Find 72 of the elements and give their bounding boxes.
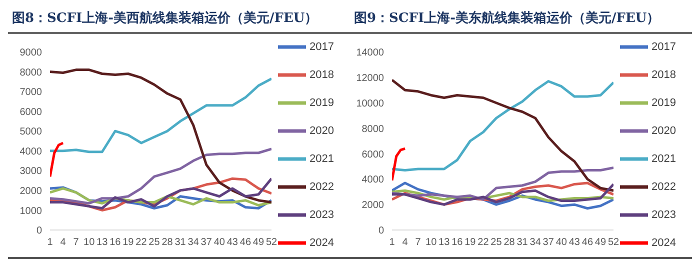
y-tick-label: 14000 xyxy=(356,48,384,59)
x-tick-label: 13 xyxy=(96,237,108,248)
y-tick-label: 12000 xyxy=(356,72,384,84)
legend-label: 2021 xyxy=(652,152,676,165)
legend-label: 2020 xyxy=(652,124,676,137)
x-tick-label: 19 xyxy=(122,237,134,248)
y-tick-label: 0 xyxy=(378,226,384,237)
x-tick-label: 34 xyxy=(188,237,200,248)
x-tick-label: 52 xyxy=(608,237,620,248)
legend-label: 2019 xyxy=(310,96,334,109)
legend-label: 2017 xyxy=(310,40,334,53)
x-tick-label: 37 xyxy=(200,237,212,248)
x-tick-label: 22 xyxy=(478,237,490,248)
legend-label: 2022 xyxy=(652,180,676,193)
x-tick-label: 19 xyxy=(464,237,476,248)
y-tick-label: 3000 xyxy=(20,166,42,178)
x-tick-label: 43 xyxy=(226,237,238,248)
y-tick-label: 2000 xyxy=(362,200,384,212)
x-tick-label: 49 xyxy=(594,237,606,248)
y-tick-label: 4000 xyxy=(20,146,42,158)
x-tick-label: 7 xyxy=(415,237,422,248)
y-tick-label: 4000 xyxy=(362,174,384,186)
x-tick-label: 46 xyxy=(582,237,594,248)
y-tick-label: 10000 xyxy=(356,98,384,110)
legend-label: 2023 xyxy=(652,208,676,221)
x-tick-label: 31 xyxy=(174,237,186,248)
x-tick-label: 40 xyxy=(214,237,226,248)
legend-label: 2018 xyxy=(310,68,334,81)
y-tick-label: 9000 xyxy=(20,48,42,59)
x-tick-label: 40 xyxy=(556,237,568,248)
legend-label: 2020 xyxy=(310,124,334,137)
x-tick-label: 25 xyxy=(148,237,160,248)
x-tick-label: 10 xyxy=(84,237,96,248)
legend-label: 2021 xyxy=(310,152,334,165)
x-tick-label: 28 xyxy=(504,237,516,248)
x-tick-label: 52 xyxy=(266,237,278,248)
legend-label: 2024 xyxy=(310,236,334,249)
y-tick-label: 8000 xyxy=(362,124,384,135)
x-tick-label: 25 xyxy=(490,237,502,248)
x-tick-label: 4 xyxy=(60,237,66,248)
x-tick-label: 43 xyxy=(568,237,580,248)
y-tick-label: 7000 xyxy=(20,87,42,98)
x-tick-label: 10 xyxy=(426,237,438,248)
x-tick-label: 49 xyxy=(252,237,264,248)
y-tick-label: 5000 xyxy=(20,126,42,138)
y-tick-label: 8000 xyxy=(20,67,42,78)
x-tick-label: 34 xyxy=(530,237,542,248)
chart-title: 图9：SCFI上海-美东航线集装箱运价（美元/FEU） xyxy=(350,8,692,34)
x-tick-label: 1 xyxy=(47,237,54,248)
legend-label: 2022 xyxy=(310,180,334,193)
y-tick-label: 0 xyxy=(36,226,42,237)
x-tick-label: 22 xyxy=(136,237,148,248)
x-tick-label: 4 xyxy=(402,237,408,248)
x-tick-label: 31 xyxy=(516,237,528,248)
x-tick-label: 37 xyxy=(542,237,554,248)
x-tick-label: 16 xyxy=(452,237,464,248)
x-tick-label: 1 xyxy=(389,237,396,248)
y-tick-label: 6000 xyxy=(20,106,42,118)
x-tick-label: 13 xyxy=(438,237,450,248)
y-tick-label: 6000 xyxy=(362,149,384,160)
legend-label: 2024 xyxy=(652,236,676,249)
x-tick-label: 7 xyxy=(73,237,80,248)
legend-label: 2023 xyxy=(310,208,334,221)
x-tick-label: 46 xyxy=(240,237,252,248)
chart-title: 图8：SCFI上海-美西航线集装箱运价（美元/FEU） xyxy=(8,8,350,34)
x-tick-label: 16 xyxy=(110,237,122,248)
y-tick-label: 1000 xyxy=(20,206,42,217)
y-tick-label: 2000 xyxy=(20,186,42,197)
legend-label: 2017 xyxy=(652,40,676,53)
legend-label: 2019 xyxy=(652,96,676,109)
legend-label: 2018 xyxy=(652,68,676,81)
x-tick-label: 28 xyxy=(162,237,174,248)
